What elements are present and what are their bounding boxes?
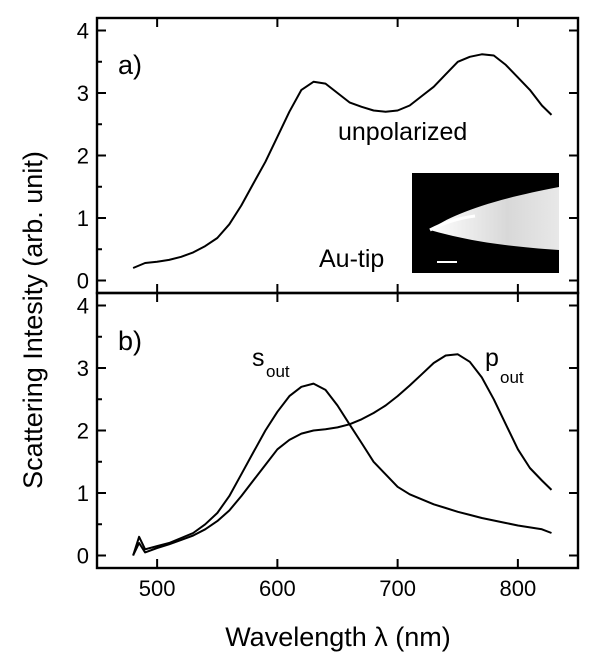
- panel-a-label: a): [118, 50, 142, 80]
- panel-a-y-tick-label: 2: [77, 144, 89, 169]
- au-tip-inset: [412, 173, 559, 273]
- panel-b-series-s-out: [132, 382, 552, 556]
- panel-b-y-tick-label: 2: [77, 419, 89, 444]
- panel-b-ticks: 0 1 2 3 4 500 600 700 800: [77, 293, 578, 601]
- panel-b-x-tick-label: 700: [379, 576, 416, 601]
- y-axis-title: Scattering Intesity (arb. unit): [18, 151, 48, 489]
- panel-b-label: b): [118, 326, 142, 356]
- panel-b-y-tick-label: 4: [77, 294, 89, 319]
- panel-b-series-p-out: [132, 353, 553, 556]
- panel-a-y-tick-label: 1: [77, 206, 89, 231]
- panel-a-y-tick-label: 3: [77, 81, 89, 106]
- inset-tip-highlight: [429, 214, 476, 232]
- panel-a-series-unpolarized: [132, 53, 553, 269]
- panel-a: 0 1 2 3 4 a) unpolarized Au-tip: [77, 16, 580, 295]
- panel-b-y-tick-label: 0: [77, 544, 89, 569]
- p-out-main: p: [485, 344, 499, 372]
- panel-a-y-tick-label: 4: [77, 19, 89, 44]
- panel-b: 0 1 2 3 4 500 600 700 800 b) s out p out: [77, 291, 580, 601]
- panel-b-x-tick-label: 500: [139, 576, 176, 601]
- au-tip-label: Au-tip: [319, 245, 384, 273]
- panel-a-ticks: 0 1 2 3 4: [77, 18, 578, 294]
- p-out-label: p out: [485, 344, 524, 387]
- panel-b-x-tick-label: 600: [259, 576, 296, 601]
- unpolarized-label: unpolarized: [338, 118, 467, 146]
- inset-tip-shape: [430, 187, 559, 250]
- panel-b-y-tick-label: 3: [77, 356, 89, 381]
- s-out-subscript: out: [266, 362, 290, 381]
- panel-a-series: [132, 53, 553, 269]
- x-axis-title: Wavelength λ (nm): [225, 622, 451, 652]
- panel-b-series: [132, 353, 553, 556]
- s-out-label: s out: [252, 344, 290, 381]
- panel-b-x-tick-label: 800: [500, 576, 537, 601]
- p-out-subscript: out: [500, 368, 524, 387]
- panel-b-frame: [95, 291, 580, 570]
- s-out-main: s: [252, 344, 265, 372]
- panel-a-y-tick-label: 0: [77, 269, 89, 294]
- panel-b-y-tick-label: 1: [77, 481, 89, 506]
